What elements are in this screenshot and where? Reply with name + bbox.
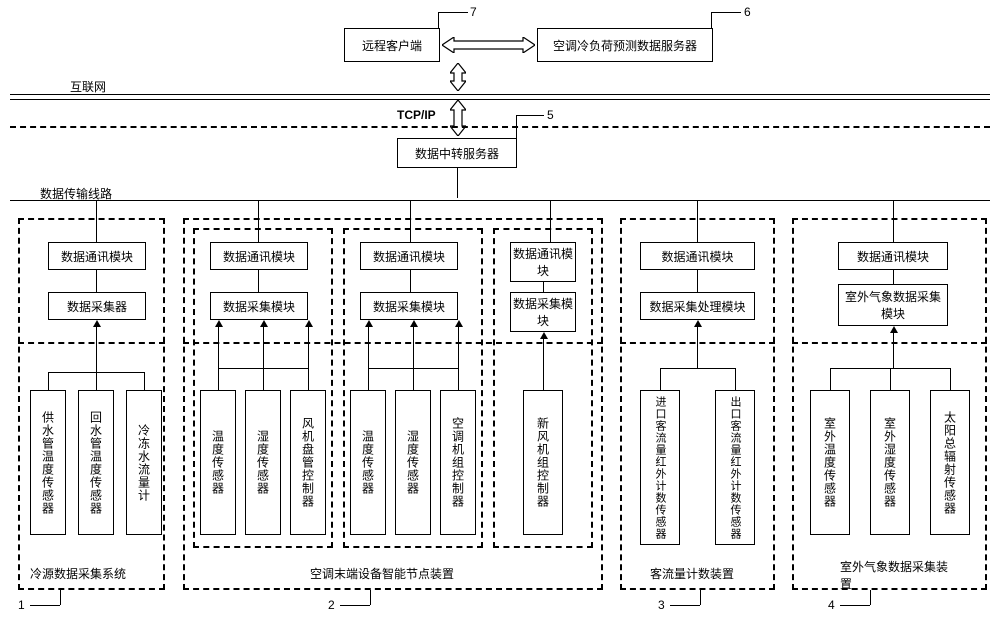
callout-4: 4 <box>828 598 835 612</box>
internet-label: 互联网 <box>70 78 106 95</box>
g3-coll: 数据采集处理模块 <box>640 292 755 320</box>
g2c-s1: 新风机组控制器 <box>523 390 563 535</box>
g2a-s1: 温度传感器 <box>200 390 236 535</box>
g1-s2: 回水管温度传感器 <box>78 390 114 535</box>
callout-5: 5 <box>547 108 554 122</box>
g3-s1: 进口客流量红外计数传感器 <box>640 390 680 545</box>
g2a-s3: 风机盘管控制器 <box>290 390 326 535</box>
g4-comm: 数据通讯模块 <box>838 242 948 270</box>
g2b-coll: 数据采集模块 <box>360 292 458 320</box>
g1-s3: 冷冻水流量计 <box>126 390 162 535</box>
g3-comm: 数据通讯模块 <box>640 242 755 270</box>
g2a-comm: 数据通讯模块 <box>210 242 308 270</box>
tcpip-label: TCP/IP <box>397 108 436 122</box>
callout-6: 6 <box>744 5 751 19</box>
g2c-comm: 数据通讯模块 <box>510 242 576 282</box>
g1-collector: 数据采集器 <box>48 292 146 320</box>
g2a-s2: 湿度传感器 <box>245 390 281 535</box>
g1-comm: 数据通讯模块 <box>48 242 146 270</box>
g3-s2: 出口客流量红外计数传感器 <box>715 390 755 545</box>
g4-name: 室外气象数据采集装置 <box>840 558 950 592</box>
g4-s2: 室外湿度传感器 <box>870 390 910 535</box>
arrow-v-1 <box>450 63 466 91</box>
g2a-coll: 数据采集模块 <box>210 292 308 320</box>
g1-s1: 供水管温度传感器 <box>30 390 66 535</box>
g2b-s1: 温度传感器 <box>350 390 386 535</box>
g4-coll: 室外气象数据采集模块 <box>838 284 948 326</box>
g4-s3: 太阳总辐射传感器 <box>930 390 970 535</box>
g4-s1: 室外温度传感器 <box>810 390 850 535</box>
callout-2: 2 <box>328 598 335 612</box>
arrow-v-2 <box>450 100 466 136</box>
remote-client: 远程客户端 <box>344 28 440 62</box>
g2b-s2: 湿度传感器 <box>395 390 431 535</box>
g1-name: 冷源数据采集系统 <box>30 565 126 582</box>
callout-7: 7 <box>470 5 477 19</box>
callout-1: 1 <box>18 598 25 612</box>
g2b-s3: 空调机组控制器 <box>440 390 476 535</box>
g2c-coll: 数据采集模块 <box>510 292 576 332</box>
relay-server: 数据中转服务器 <box>397 138 517 168</box>
g2b-comm: 数据通讯模块 <box>360 242 458 270</box>
callout-3: 3 <box>658 598 665 612</box>
pred-server: 空调冷负荷预测数据服务器 <box>537 28 713 62</box>
g2-name: 空调末端设备智能节点装置 <box>310 565 454 582</box>
arrow-h-top <box>442 37 535 53</box>
g3-name: 客流量计数装置 <box>650 565 734 582</box>
